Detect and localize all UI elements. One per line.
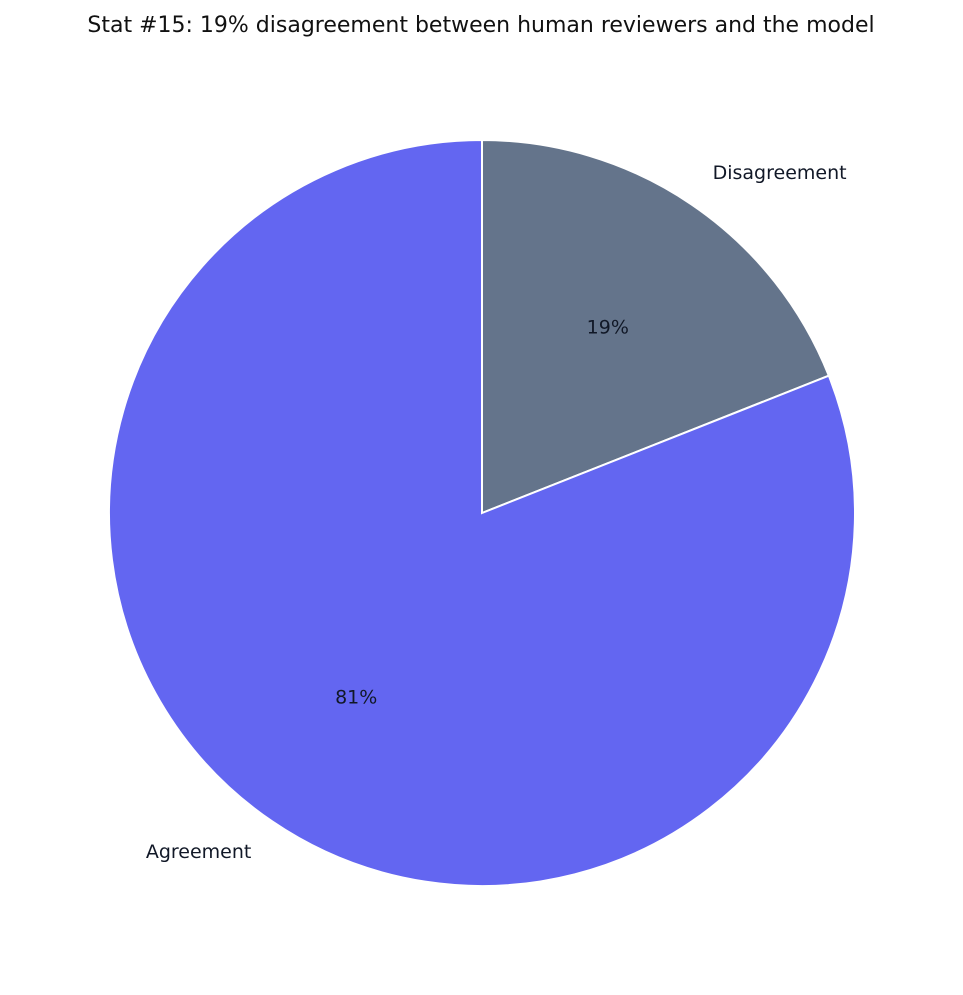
slice-label: Agreement (146, 841, 252, 863)
pie-slice (108, 138, 856, 887)
value-label: 19% (587, 316, 629, 338)
pie-slice (481, 138, 831, 515)
slice-label: Disagreement (713, 162, 847, 184)
value-label: 81% (335, 687, 377, 709)
chart-title: Stat #15: 19% disagreement between human… (87, 13, 874, 38)
